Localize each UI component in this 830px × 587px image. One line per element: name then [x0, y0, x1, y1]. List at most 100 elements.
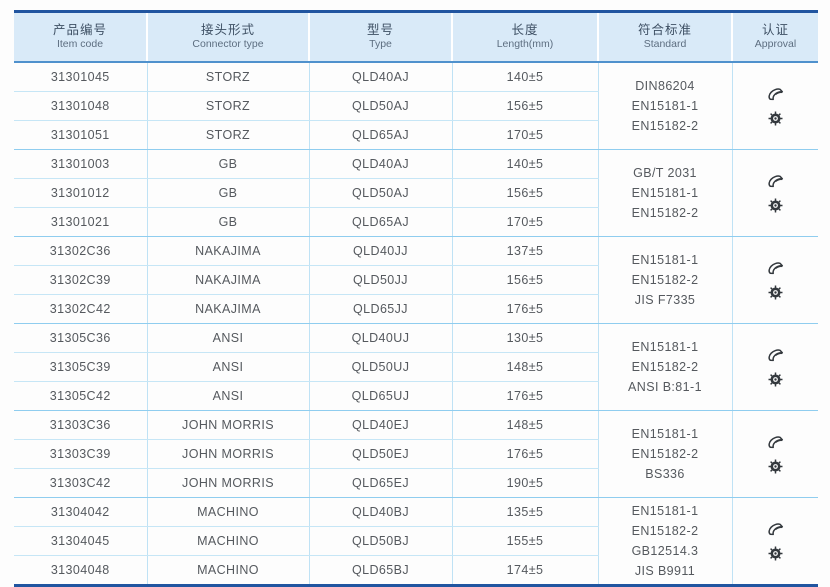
- table-row: 31301051 STORZ QLD65AJ 170±5: [14, 120, 818, 150]
- column-header-connector-type: 接头形式 Connector type: [147, 11, 310, 63]
- product-spec-table-wrap: 产品编号 Item code 接头形式 Connector type 型号 Type 长度 L…: [14, 10, 818, 587]
- standard-line: EN15181-1: [631, 427, 699, 441]
- type-cell: QLD65UJ: [309, 381, 453, 411]
- item-code-cell: 31301003: [14, 149, 148, 179]
- column-header-en: Type: [369, 38, 392, 50]
- approval-icons: [733, 348, 819, 387]
- item-code-cell: 31305C39: [14, 352, 148, 382]
- standard-line: DIN86204: [635, 79, 695, 93]
- column-header-en: Approval: [754, 38, 797, 50]
- type-cell: QLD40JJ: [309, 236, 453, 266]
- column-header-zh: 符合标准: [637, 23, 692, 37]
- connector-type-cell: STORZ: [147, 62, 310, 92]
- length-cell: 170±5: [452, 120, 599, 150]
- table-row: 31302C39 NAKAJIMA QLD50JJ 156±5: [14, 265, 818, 295]
- type-cell: QLD40AJ: [309, 149, 453, 179]
- length-cell: 137±5: [452, 236, 599, 266]
- table-row: 31301021 GB QLD65AJ 170±5: [14, 207, 818, 237]
- connector-type-cell: MACHINO: [147, 497, 310, 527]
- table-row: 31305C39 ANSI QLD50UJ 148±5: [14, 352, 818, 382]
- connector-type-cell: JOHN MORRIS: [147, 410, 310, 440]
- connector-type-cell: JOHN MORRIS: [147, 468, 310, 498]
- column-header-approval: 认证 Approval: [732, 11, 818, 63]
- standard-line: EN15181-1: [631, 253, 699, 267]
- standard-line: JIS B9911: [634, 564, 696, 578]
- connector-type-cell: ANSI: [147, 352, 310, 382]
- brand-logo-icon: [766, 435, 785, 450]
- standard-line: EN15181-1: [631, 99, 699, 113]
- table-row: 31301045 STORZ QLD40AJ 140±5 DIN86204 EN15181…: [14, 62, 818, 150]
- connector-type-cell: ANSI: [147, 323, 310, 353]
- approval-icons: [733, 435, 819, 474]
- length-cell: 156±5: [452, 265, 599, 295]
- type-cell: QLD40EJ: [309, 410, 453, 440]
- type-cell: QLD65AJ: [309, 207, 453, 237]
- standard-cell: EN15181-1 EN15182-2 BS336: [598, 410, 733, 498]
- approval-icons: [733, 522, 819, 561]
- item-code-cell: 31303C42: [14, 468, 148, 498]
- column-header-en: Standard: [643, 38, 687, 50]
- table-row: 31305C42 ANSI QLD65UJ 176±5: [14, 381, 818, 411]
- column-header-en: Connector type: [192, 38, 264, 50]
- length-cell: 155±5: [452, 526, 599, 556]
- standard-line: GB12514.3: [631, 544, 699, 558]
- connector-type-cell: STORZ: [147, 120, 310, 150]
- item-code-cell: 31301021: [14, 207, 148, 237]
- item-code-cell: 31302C42: [14, 294, 148, 324]
- column-header-type: 型号 Type: [309, 11, 453, 63]
- item-code-cell: 31305C36: [14, 323, 148, 353]
- item-code-cell: 31301051: [14, 120, 148, 150]
- column-header-zh: 产品编号: [52, 23, 107, 37]
- standard-cell: EN15181-1 EN15182-2 JIS F7335: [598, 236, 733, 324]
- column-header-item-code: 产品编号 Item code: [14, 11, 148, 63]
- table-header: 产品编号 Item code 接头形式 Connector type 型号 Type 长度 L…: [14, 11, 818, 63]
- approval-cell: [732, 323, 819, 411]
- table-row: 31305C36 ANSI QLD40UJ 130±5 EN15181-1 EN15182…: [14, 323, 818, 411]
- wheel-seal-icon: [768, 546, 783, 561]
- length-cell: 148±5: [452, 410, 599, 440]
- length-cell: 156±5: [452, 178, 599, 208]
- brand-logo-icon: [766, 87, 785, 102]
- item-code-cell: 31302C39: [14, 265, 148, 295]
- column-header-en: Length(mm): [496, 38, 554, 50]
- standard-line: EN15181-1: [631, 504, 699, 518]
- approval-cell: [732, 236, 818, 324]
- standard-line: EN15182-2: [631, 119, 699, 133]
- column-header-zh: 认证: [761, 23, 789, 37]
- approval-icons: [733, 87, 819, 126]
- approval-cell: [732, 497, 819, 586]
- item-code-cell: 31301048: [14, 91, 148, 121]
- standard-line: EN15182-2: [631, 273, 699, 287]
- standard-line: EN15182-2: [631, 524, 699, 538]
- standard-line: GB/T 2031: [633, 166, 697, 180]
- table-row: 31303C42 JOHN MORRIS QLD65EJ 190±5: [14, 468, 818, 498]
- table-row: 31304045 MACHINO QLD50BJ 155±5: [14, 526, 818, 556]
- length-cell: 130±5: [452, 323, 599, 353]
- connector-type-cell: GB: [147, 149, 310, 179]
- table-row: 31301048 STORZ QLD50AJ 156±5: [14, 91, 818, 121]
- standard-cell: EN15181-1 EN15182-2 GB12514.3 JIS B9911: [598, 497, 733, 586]
- column-header-zh: 长度: [511, 23, 539, 37]
- length-cell: 140±5: [452, 149, 599, 179]
- connector-type-cell: ANSI: [147, 381, 310, 411]
- standard-line: EN15181-1: [631, 340, 699, 354]
- length-cell: 135±5: [452, 497, 599, 527]
- table-row: 31301003 GB QLD40AJ 140±5 GB/T 2031 EN15181-1…: [14, 149, 818, 237]
- standard-cell: GB/T 2031 EN15181-1 EN15182-2: [598, 149, 733, 237]
- item-code-cell: 31301012: [14, 178, 148, 208]
- standard-line: ANSI B:81-1: [628, 380, 702, 394]
- item-code-cell: 31304045: [14, 526, 148, 556]
- standard-cell: EN15181-1 EN15182-2 ANSI B:81-1: [598, 323, 733, 411]
- wheel-seal-icon: [768, 111, 783, 126]
- product-spec-table: 产品编号 Item code 接头形式 Connector type 型号 Type 长度 L…: [14, 10, 818, 587]
- item-code-cell: 31301045: [14, 62, 148, 92]
- standard-line: EN15181-1: [631, 186, 699, 200]
- connector-type-cell: MACHINO: [147, 526, 310, 556]
- length-cell: 176±5: [452, 294, 599, 324]
- brand-logo-icon: [766, 174, 785, 189]
- type-cell: QLD40AJ: [309, 62, 453, 92]
- column-header-en: Item code: [56, 38, 104, 50]
- item-code-cell: 31303C36: [14, 410, 148, 440]
- brand-logo-icon: [766, 348, 785, 363]
- table-body: 31301045 STORZ QLD40AJ 140±5 DIN86204 EN15181…: [14, 62, 818, 586]
